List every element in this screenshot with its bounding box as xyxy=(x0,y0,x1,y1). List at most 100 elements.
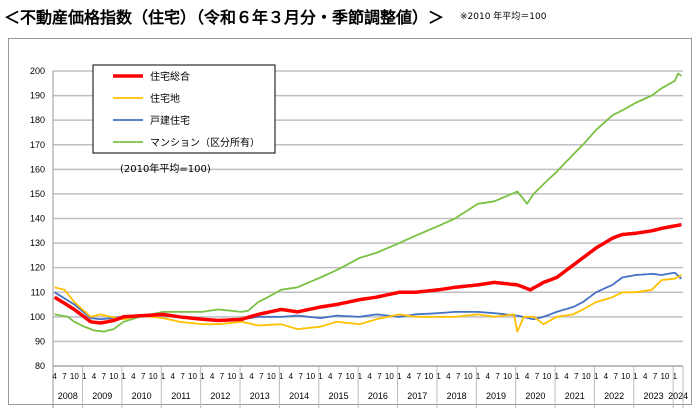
year-label: 2015 xyxy=(328,391,348,401)
month-tick-label: 7 xyxy=(62,372,67,381)
month-tick-label: 10 xyxy=(661,372,670,381)
month-tick-label: 1 xyxy=(476,372,481,381)
y-tick-label: 120 xyxy=(30,263,45,273)
month-tick-label: 10 xyxy=(227,372,236,381)
month-tick-label: 4 xyxy=(210,372,215,381)
legend-label: 住宅地 xyxy=(150,92,180,105)
y-tick-label: 110 xyxy=(31,287,45,297)
year-label: 2014 xyxy=(289,391,309,401)
month-tick-label: 4 xyxy=(525,372,530,381)
month-tick-label: 10 xyxy=(109,372,118,381)
chart-annotation: (2010年平均=100) xyxy=(120,162,211,175)
month-tick-label: 10 xyxy=(464,372,473,381)
month-tick-label: 1 xyxy=(82,372,87,381)
legend-label: 戸建住宅 xyxy=(150,114,190,127)
month-tick-label: 1 xyxy=(633,372,638,381)
y-tick-label: 190 xyxy=(30,91,45,101)
month-tick-label: 10 xyxy=(149,372,158,381)
month-tick-label: 7 xyxy=(141,372,146,381)
year-label: 2010 xyxy=(132,391,152,401)
month-tick-label: 7 xyxy=(495,372,500,381)
base-note: ※2010 年平均＝100 xyxy=(460,12,547,22)
legend-label: 住宅総合 xyxy=(150,70,190,83)
month-tick-label: 1 xyxy=(121,372,126,381)
series-line-0 xyxy=(53,222,682,325)
month-tick-label: 4 xyxy=(328,372,333,381)
year-label: 2024 xyxy=(668,391,688,401)
month-tick-label: 7 xyxy=(299,372,304,381)
month-tick-label: 10 xyxy=(503,372,512,381)
y-tick-label: 100 xyxy=(30,312,45,322)
series-line-3 xyxy=(54,72,682,333)
month-tick-label: 7 xyxy=(259,372,264,381)
month-tick-label: 4 xyxy=(564,372,569,381)
month-tick-label: 4 xyxy=(249,372,254,381)
y-tick-label: 180 xyxy=(30,115,45,125)
month-tick-label: 4 xyxy=(171,372,176,381)
month-tick-label: 10 xyxy=(306,372,315,381)
month-tick-label: 1 xyxy=(200,372,205,381)
y-tick-label: 80 xyxy=(35,361,45,371)
year-label: 2011 xyxy=(171,391,190,401)
month-tick-label: 10 xyxy=(385,372,394,381)
month-tick-label: 1 xyxy=(515,372,520,381)
month-tick-label: 4 xyxy=(289,372,294,381)
year-label: 2020 xyxy=(525,391,545,401)
year-label: 2023 xyxy=(643,391,663,401)
month-tick-label: 10 xyxy=(70,372,79,381)
month-tick-label: 4 xyxy=(131,372,136,381)
legend-label: マンション（区分所有） xyxy=(150,136,260,149)
month-tick-label: 4 xyxy=(367,372,372,381)
month-tick-label: 7 xyxy=(417,372,422,381)
month-tick-label: 10 xyxy=(188,372,197,381)
year-label: 2013 xyxy=(250,391,270,401)
month-tick-label: 1 xyxy=(318,372,323,381)
month-tick-label: 7 xyxy=(614,372,619,381)
page-title: ＜不動産価格指数（住宅）（令和６年３月分・季節調整値）＞ xyxy=(4,8,445,27)
year-label: 2012 xyxy=(210,391,230,401)
year-label: 2019 xyxy=(486,391,506,401)
month-tick-label: 1 xyxy=(594,372,599,381)
chart-frame xyxy=(8,38,692,405)
month-tick-label: 10 xyxy=(621,372,630,381)
month-tick-label: 10 xyxy=(424,372,433,381)
month-tick-label: 1 xyxy=(161,372,166,381)
month-tick-label: 7 xyxy=(102,372,107,381)
month-tick-label: 1 xyxy=(397,372,402,381)
month-tick-label: 7 xyxy=(338,372,343,381)
y-tick-label: 140 xyxy=(30,214,45,224)
y-tick-label: 150 xyxy=(30,189,45,199)
month-tick-label: 7 xyxy=(180,372,185,381)
month-tick-label: 4 xyxy=(604,372,609,381)
month-tick-label: 4 xyxy=(486,372,491,381)
series-line-2 xyxy=(54,271,683,322)
month-tick-label: 7 xyxy=(574,372,579,381)
month-tick-label: 1 xyxy=(239,372,244,381)
month-tick-label: 7 xyxy=(535,372,540,381)
month-tick-label: 1 xyxy=(436,372,441,381)
month-tick-label: 1 xyxy=(279,372,284,381)
y-tick-label: 130 xyxy=(30,238,45,248)
month-tick-label: 7 xyxy=(653,372,658,381)
year-label: 2016 xyxy=(368,391,388,401)
y-tick-label: 160 xyxy=(30,164,45,174)
month-tick-label: 1 xyxy=(358,372,363,381)
month-tick-label: 1 xyxy=(554,372,559,381)
year-label: 2018 xyxy=(447,391,467,401)
month-tick-label: 10 xyxy=(346,372,355,381)
month-tick-label: 4 xyxy=(407,372,412,381)
month-tick-label: 10 xyxy=(542,372,551,381)
month-tick-label: 4 xyxy=(52,372,57,381)
legend-box xyxy=(92,64,276,154)
year-label: 2021 xyxy=(565,391,585,401)
series-line-1 xyxy=(54,274,682,333)
month-tick-label: 7 xyxy=(220,372,225,381)
y-tick-label: 90 xyxy=(35,336,45,346)
month-tick-label: 4 xyxy=(446,372,451,381)
month-tick-label: 7 xyxy=(456,372,461,381)
year-label: 2009 xyxy=(92,391,112,401)
year-label: 2022 xyxy=(604,391,624,401)
month-tick-label: 10 xyxy=(582,372,591,381)
year-label: 2017 xyxy=(407,391,427,401)
